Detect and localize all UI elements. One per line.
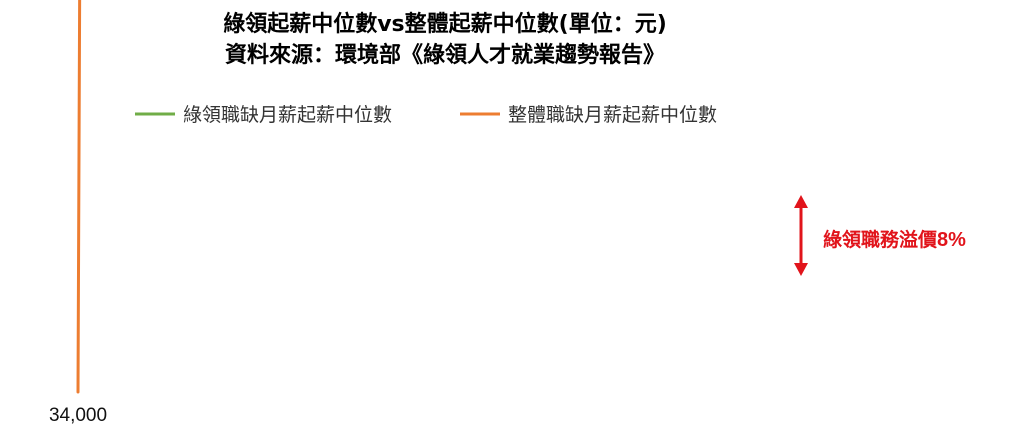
chart-subtitle: 資料來源：環境部《綠領人才就業趨勢報告》	[225, 42, 665, 68]
legend-label-green: 綠領職缺月薪起薪中位數	[183, 104, 392, 126]
premium-annotation: 綠領職務溢價8%	[794, 195, 966, 276]
premium-arrow-head-up	[794, 195, 808, 208]
premium-label: 綠領職務溢價8%	[823, 228, 966, 251]
plot-area: 35,00035,00036,00037,00038,00040,00034,0…	[49, 0, 107, 426]
legend: 綠領職缺月薪起薪中位數 整體職缺月薪起薪中位數	[135, 104, 717, 126]
data-label-1-0: 34,000	[49, 405, 107, 426]
premium-label-value: 8%	[937, 229, 966, 251]
chart-title: 綠領起薪中位數vs整體起薪中位數(單位：元)	[223, 11, 667, 37]
premium-arrow-head-down	[794, 263, 808, 276]
data-point-1-0	[76, 390, 80, 394]
premium-label-text: 綠領職務溢價	[823, 228, 938, 251]
legend-label-orange: 整體職缺月薪起薪中位數	[508, 104, 717, 126]
